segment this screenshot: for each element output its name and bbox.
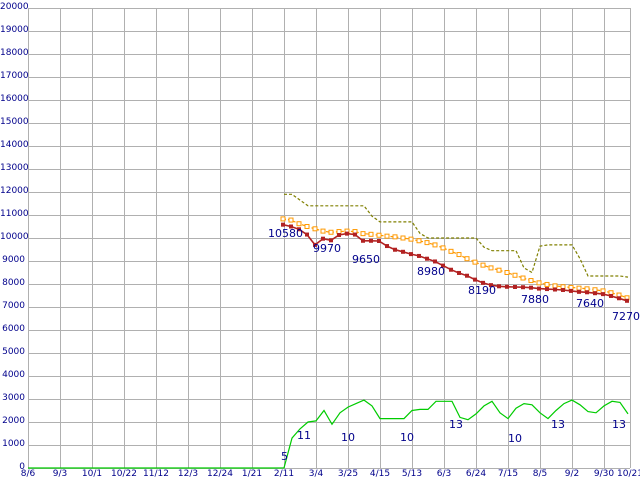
- x-axis-tick-label: 3/4: [308, 469, 324, 479]
- x-axis-tick-label: 9/3: [52, 469, 68, 479]
- x-axis-tick-label: 12/3: [177, 469, 199, 479]
- price-value-label: 9970: [313, 242, 341, 255]
- x-axis-tick-label: 1/21: [241, 469, 263, 479]
- volume-value-label: 13: [612, 418, 626, 431]
- price-value-label: 7640: [576, 297, 604, 310]
- x-axis-tick-label: 11/12: [143, 469, 169, 479]
- x-axis-tick-label: 10/21: [617, 469, 640, 479]
- y-axis-tick-label: 16000: [0, 94, 29, 104]
- volume-value-label: 10: [508, 432, 522, 445]
- x-axis-tick-label: 2/11: [273, 469, 295, 479]
- y-axis-tick-label: 1000: [2, 439, 25, 449]
- x-axis-tick-label: 6/24: [465, 469, 487, 479]
- y-axis-tick-label: 0: [19, 462, 25, 472]
- x-axis-tick-label: 3/25: [337, 469, 359, 479]
- price-value-label: 8980: [417, 265, 445, 278]
- price-value-label: 7270: [612, 310, 640, 323]
- y-axis-tick-label: 15000: [0, 117, 29, 127]
- y-axis-tick-label: 20000: [0, 2, 29, 12]
- volume-value-label: 10: [341, 431, 355, 444]
- x-axis-tick-label: 12/24: [207, 469, 233, 479]
- price-value-label: 9650: [352, 253, 380, 266]
- x-axis-tick-label: 9/30: [593, 469, 615, 479]
- volume-value-label: 10: [400, 431, 414, 444]
- volume-value-label: 5: [281, 450, 288, 463]
- x-axis-tick-label: 7/15: [497, 469, 519, 479]
- y-axis-tick-label: 6000: [2, 324, 25, 334]
- y-axis-tick-label: 11000: [0, 209, 29, 219]
- x-axis-tick-label: 10/22: [111, 469, 137, 479]
- x-axis-tick-label: 5/13: [401, 469, 423, 479]
- y-axis-tick-label: 2000: [2, 416, 25, 426]
- volume-value-label: 11: [297, 429, 311, 442]
- y-axis-tick-label: 10000: [0, 232, 29, 242]
- volume-value-label: 13: [551, 418, 565, 431]
- y-axis-tick-label: 18000: [0, 48, 29, 58]
- y-axis-tick-label: 13000: [0, 163, 29, 173]
- y-axis-tick-label: 19000: [0, 25, 29, 35]
- y-axis-tick-label: 4000: [2, 370, 25, 380]
- x-axis-tick-label: 9/2: [564, 469, 580, 479]
- y-axis-tick-label: 5000: [2, 347, 25, 357]
- y-axis-tick-label: 8000: [2, 278, 25, 288]
- x-axis-tick-label: 8/6: [20, 469, 36, 479]
- volume-value-label: 13: [449, 418, 463, 431]
- x-axis-tick-label: 10/1: [81, 469, 103, 479]
- price-value-label: 10580: [268, 227, 303, 240]
- y-axis-tick-label: 3000: [2, 393, 25, 403]
- y-axis-tick-label: 7000: [2, 301, 25, 311]
- price-value-label: 7880: [521, 293, 549, 306]
- y-axis-tick-label: 17000: [0, 71, 29, 81]
- y-axis-tick-label: 9000: [2, 255, 25, 265]
- y-axis-tick-label: 12000: [0, 186, 29, 196]
- x-axis-tick-label: 8/5: [532, 469, 548, 479]
- x-axis-tick-label: 6/3: [436, 469, 452, 479]
- price-value-label: 8190: [468, 284, 496, 297]
- x-axis-tick-label: 4/15: [369, 469, 391, 479]
- y-axis-tick-label: 14000: [0, 140, 29, 150]
